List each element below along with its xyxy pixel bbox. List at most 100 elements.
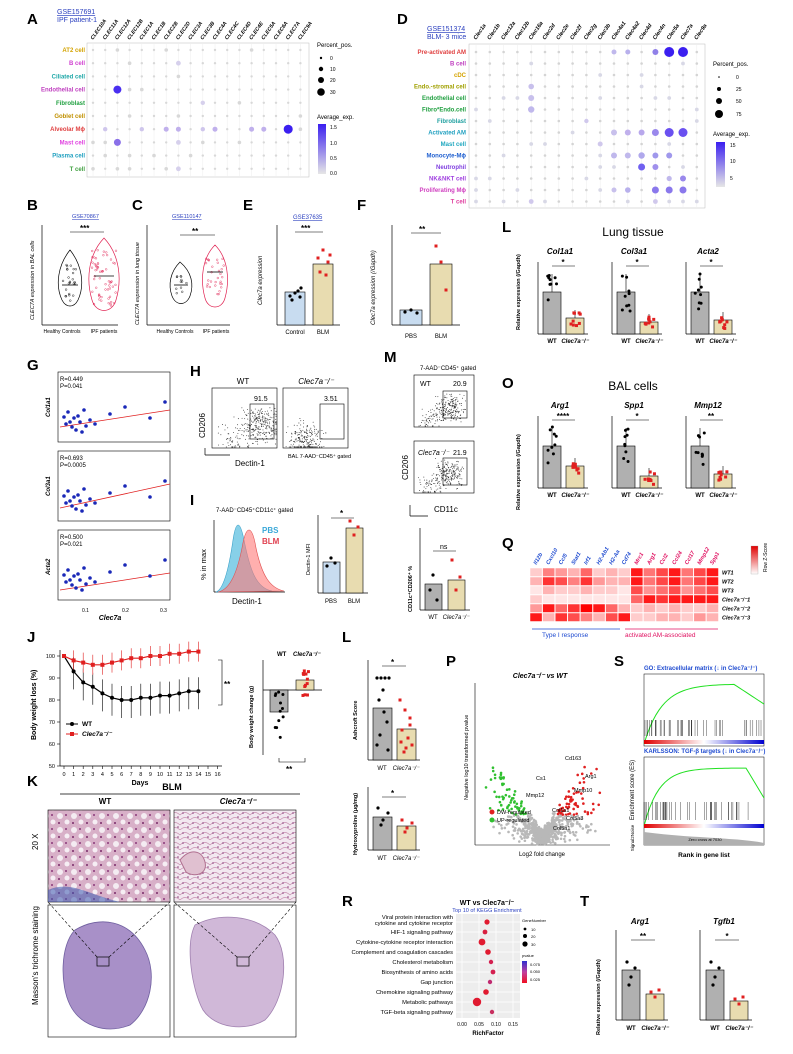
dot xyxy=(213,48,217,52)
flow-event xyxy=(443,472,445,474)
flow-event xyxy=(234,445,236,447)
flow-event xyxy=(440,487,442,489)
flow-event xyxy=(440,491,442,493)
gene-point xyxy=(583,810,587,813)
data-point xyxy=(647,318,651,322)
flow-event xyxy=(457,400,459,402)
dot xyxy=(127,114,132,118)
panel-letter-t: T xyxy=(580,893,589,910)
flow-event xyxy=(256,411,258,413)
data-point xyxy=(163,558,167,562)
data-point xyxy=(301,693,305,697)
data-point xyxy=(91,256,94,259)
data-point xyxy=(547,276,551,280)
flow-event xyxy=(264,418,266,420)
flow-event xyxy=(421,422,422,424)
flow-event xyxy=(441,420,443,421)
flow-event xyxy=(308,443,310,445)
dot xyxy=(299,75,302,78)
heatmap-gene: Ccl17 xyxy=(684,549,697,566)
dot xyxy=(177,48,180,52)
data-point xyxy=(62,494,66,498)
kegg-term: cytokine and cytokine receptor xyxy=(375,921,453,927)
flow-event xyxy=(452,478,454,480)
dot xyxy=(501,199,506,204)
gene-point xyxy=(591,802,595,806)
dot xyxy=(598,153,603,158)
dot xyxy=(104,114,107,118)
flow-event xyxy=(446,465,448,467)
data-point xyxy=(88,497,92,501)
panel-n-wt-pct: 20.9 xyxy=(453,381,467,388)
flow-event xyxy=(315,433,317,435)
data-point xyxy=(381,688,385,692)
dot xyxy=(299,141,302,144)
gene-point xyxy=(506,806,509,810)
data-point xyxy=(220,282,223,286)
gene-point xyxy=(508,788,511,791)
dot xyxy=(612,177,616,180)
flow-event xyxy=(427,491,429,493)
gene-point xyxy=(551,823,555,826)
flow-event xyxy=(293,424,295,426)
flow-event xyxy=(441,404,443,406)
flow-event xyxy=(259,423,261,425)
gene-point xyxy=(564,797,567,801)
flow-event xyxy=(302,441,304,443)
data-point xyxy=(81,680,86,685)
flow-event xyxy=(429,480,431,482)
flow-event xyxy=(306,432,308,434)
dot xyxy=(152,167,156,170)
flow-event xyxy=(304,446,306,448)
group-label: Clec7a⁻/⁻ xyxy=(635,493,663,499)
data-point xyxy=(653,995,657,999)
gene-point xyxy=(507,830,510,834)
data-point xyxy=(699,293,703,297)
flow-event xyxy=(455,400,456,402)
data-point xyxy=(278,735,282,739)
flow-event xyxy=(456,477,458,479)
data-point xyxy=(305,677,309,681)
panel-q-group1: Type I response xyxy=(542,632,589,639)
flow-event xyxy=(452,475,454,477)
data-point xyxy=(108,284,111,287)
panel-h-ylabel: CD206 xyxy=(198,413,207,438)
data-point xyxy=(91,261,94,264)
panel-i-group-pbs: PBS xyxy=(325,599,337,605)
flow-event xyxy=(300,432,302,434)
flow-event xyxy=(246,409,248,410)
flow-event xyxy=(261,424,262,425)
cell-label: Goblet cell xyxy=(54,114,85,120)
data-point xyxy=(627,292,631,296)
volcano-label: Col5a1 xyxy=(553,826,570,832)
dot xyxy=(488,50,492,54)
flow-event xyxy=(243,423,245,425)
size-tick: 20 xyxy=(531,934,536,939)
flow-event xyxy=(440,406,441,408)
heatmap-cell xyxy=(554,594,568,604)
flow-event xyxy=(302,442,304,443)
flow-event xyxy=(439,412,441,414)
flow-event xyxy=(321,446,323,448)
dot xyxy=(176,60,181,66)
panel-p-legend-dw: DW-regulated xyxy=(497,810,531,816)
flow-event xyxy=(254,419,256,421)
data-point xyxy=(379,676,383,680)
data-point xyxy=(428,588,432,592)
data-point xyxy=(644,322,648,326)
dot xyxy=(250,88,253,91)
bar-wt xyxy=(690,291,710,335)
flow-event xyxy=(444,397,445,399)
dot xyxy=(152,75,156,78)
data-point xyxy=(277,690,281,694)
flow-event xyxy=(304,439,306,441)
data-point xyxy=(329,556,333,560)
panel-k-group-ko: Clec7a⁻/⁻ xyxy=(220,797,257,806)
data-point xyxy=(698,272,702,276)
flow-event xyxy=(315,443,316,445)
dot xyxy=(189,167,192,170)
data-point xyxy=(378,733,382,737)
flow-event xyxy=(306,441,307,443)
gene-point xyxy=(513,826,517,830)
flow-event xyxy=(311,440,313,442)
